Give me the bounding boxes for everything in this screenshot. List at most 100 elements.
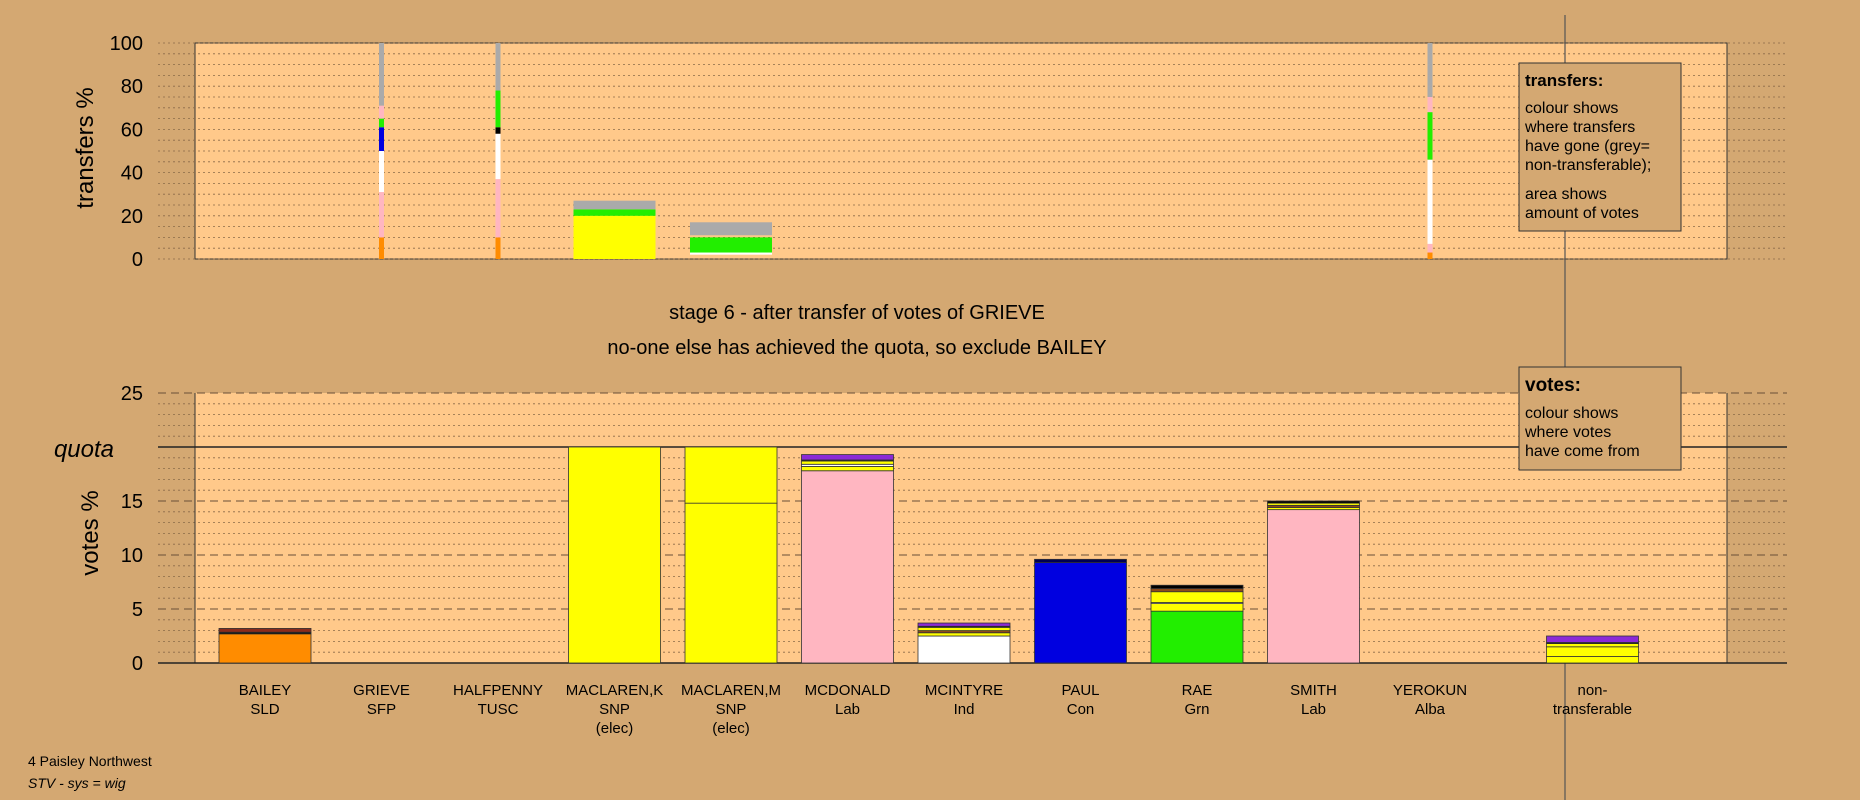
transfer-segment — [690, 252, 772, 255]
vote-segment — [1150, 591, 1244, 603]
transfer-segment — [379, 105, 384, 119]
transfers-legend-line: non-transferable); — [1525, 157, 1651, 174]
votes-gridlines — [158, 392, 1787, 664]
candidate-name: GRIEVE — [353, 682, 410, 699]
votes-panel: 0 5 10 15 25 BAILEY SLD GRIEVE SFP HALFPENNY TUSC… — [54, 383, 1787, 737]
votes-plot-area — [195, 393, 1727, 663]
candidate-party: transferable — [1553, 701, 1632, 718]
transfers-legend-line: colour shows — [1525, 100, 1618, 117]
transfers-legend-line: amount of votes — [1525, 205, 1639, 222]
candidate-party: SNP — [599, 701, 630, 718]
vote-segment — [684, 502, 778, 664]
transfers-legend-line: where transfers — [1524, 119, 1635, 136]
y-tick-label: 40 — [121, 163, 143, 185]
votes-bars — [218, 446, 1639, 664]
candidate-party: Ind — [954, 701, 975, 718]
candidate-name: non- — [1577, 682, 1607, 699]
transfers-legend-line: area shows — [1525, 186, 1607, 203]
candidate-party: Alba — [1415, 701, 1446, 718]
transfer-segment — [495, 43, 501, 91]
transfers-panel: 0 20 40 60 80 100 transfers % — [72, 33, 1787, 271]
vote-segment — [917, 626, 1011, 631]
transfer-segment — [573, 200, 656, 210]
transfers-plot-area — [194, 42, 1728, 260]
candidate-party: Con — [1067, 701, 1095, 718]
transfer-segment — [495, 179, 501, 238]
votes-legend: votes: colour shows where votes have com… — [1518, 366, 1682, 471]
candidate-name: SMITH — [1290, 682, 1337, 699]
vote-segment — [801, 460, 894, 465]
vote-segment — [917, 622, 1011, 627]
y-tick-label: 25 — [121, 383, 143, 405]
candidate-name: YEROKUN — [1393, 682, 1467, 699]
candidate-party: TUSC — [478, 701, 519, 718]
vote-segment — [1034, 562, 1127, 664]
vote-segment — [1150, 588, 1244, 593]
vote-segment — [1546, 656, 1639, 664]
transfer-segment — [379, 127, 384, 151]
transfers-legend: transfers: colour shows where transfers … — [1518, 62, 1682, 232]
y-tick-label: 15 — [121, 491, 143, 513]
votes-legend-line: where votes — [1524, 424, 1611, 441]
transfer-segment — [1427, 43, 1433, 97]
vote-segment — [917, 635, 1011, 664]
candidate-party: SLD — [250, 701, 279, 718]
vote-segment — [1150, 584, 1244, 589]
candidate-name: HALFPENNY — [453, 682, 543, 699]
transfers-gridlines — [158, 42, 1787, 260]
candidate-name: RAE — [1182, 682, 1213, 699]
vote-segment — [801, 454, 894, 461]
transfers-legend-line: have gone (grey= — [1525, 138, 1650, 155]
vote-segment — [1267, 509, 1360, 664]
transfers-y-ticks: 0 20 40 60 80 100 — [110, 33, 143, 271]
candidate-party: Grn — [1184, 701, 1209, 718]
votes-legend-title: votes: — [1525, 375, 1581, 396]
candidate-labels: BAILEY SLD GRIEVE SFP HALFPENNY TUSC MACLAREN,… — [239, 682, 1632, 737]
candidate-name: MACLAREN,M — [681, 682, 781, 699]
transfers-legend-title: transfers: — [1525, 71, 1603, 90]
candidate-note: (elec) — [596, 720, 634, 737]
transfer-segment — [1427, 112, 1433, 160]
y-tick-label: 80 — [121, 76, 143, 98]
transfer-segment — [690, 222, 772, 236]
candidate-party: Lab — [835, 701, 860, 718]
vote-segment — [1267, 500, 1360, 504]
votes-y-axis-label: votes % — [77, 490, 104, 575]
transfer-segment — [379, 237, 384, 259]
stage-caption: stage 6 - after transfer of votes of GRI… — [669, 302, 1045, 324]
transfers-y-axis-label: transfers % — [72, 87, 99, 208]
vote-segment — [801, 466, 894, 472]
transfer-segment — [1427, 243, 1433, 253]
system-label: STV - sys = wig — [28, 775, 126, 791]
transfer-segment — [1427, 252, 1433, 259]
exclusion-caption: no-one else has achieved the quota, so e… — [607, 337, 1106, 359]
transfer-segment — [1427, 97, 1433, 113]
y-tick-label: 10 — [121, 545, 143, 567]
vote-segment — [568, 446, 661, 664]
transfer-segment — [573, 209, 656, 216]
transfer-segment — [573, 215, 656, 259]
transfer-segment — [379, 118, 384, 128]
votes-y-ticks: 0 5 10 15 25 — [121, 383, 143, 675]
y-tick-label: 0 — [132, 653, 143, 675]
candidate-name: MCDONALD — [805, 682, 891, 699]
candidate-name: BAILEY — [239, 682, 292, 699]
candidate-name: MACLAREN,K — [566, 682, 664, 699]
candidate-note: (elec) — [712, 720, 750, 737]
y-tick-label: 0 — [132, 249, 143, 271]
transfers-bars — [379, 43, 1433, 259]
constituency-label: 4 Paisley Northwest — [28, 753, 152, 769]
vote-segment — [1150, 610, 1244, 664]
vote-segment — [1546, 643, 1639, 648]
transfer-segment — [690, 237, 772, 253]
transfer-segment — [495, 133, 501, 180]
vote-segment — [218, 633, 312, 664]
vote-segment — [1546, 646, 1639, 657]
vote-segment — [1150, 603, 1244, 612]
y-tick-label: 5 — [132, 599, 143, 621]
votes-legend-line: have come from — [1525, 443, 1640, 460]
transfer-segment — [495, 90, 501, 128]
vote-segment — [1546, 635, 1639, 643]
vote-segment — [684, 446, 778, 504]
